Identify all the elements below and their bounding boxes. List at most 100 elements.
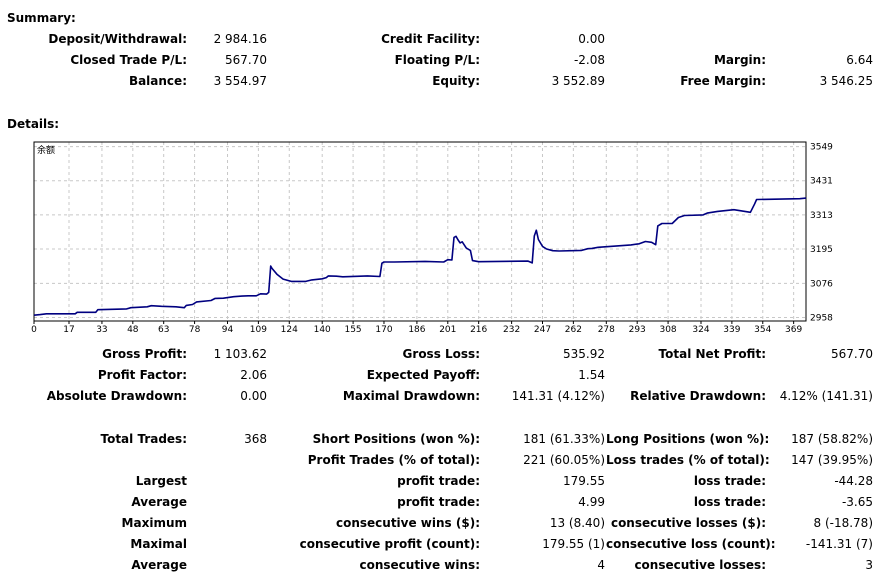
row-heading: Average (131, 495, 187, 509)
row-label-2: consecutive losses ($): (610, 516, 766, 530)
row-value-2: -141.31 (7) (805, 537, 873, 551)
row-value-1: 4.99 (578, 495, 605, 509)
row-value-2: 3 (865, 558, 873, 572)
expected-payoff-label: Expected Payoff: (366, 368, 480, 382)
row-value-1: 4 (597, 558, 605, 572)
total-trades-value: 368 (244, 432, 267, 446)
x-tick-label: 186 (408, 325, 425, 335)
net-profit-value: 567.70 (831, 347, 873, 361)
x-tick-label: 293 (629, 325, 646, 335)
margin-label: Margin: (713, 53, 766, 67)
x-tick-label: 308 (659, 325, 676, 335)
x-tick-label: 17 (63, 325, 74, 335)
long-positions-value: 187 (58.82%) (791, 432, 873, 446)
profit-trades-value: 221 (60.05%) (523, 453, 605, 467)
profit-trades-label: Profit Trades (% of total): (307, 453, 480, 467)
loss-trades-label: Loss trades (% of total): (606, 453, 770, 467)
row-label-2: consecutive losses: (634, 558, 766, 572)
absolute-drawdown-value: 0.00 (240, 389, 267, 403)
free-margin-value: 3 546.25 (819, 74, 873, 88)
plot-area (34, 142, 806, 321)
x-tick-label: 48 (127, 325, 139, 335)
x-tick-label: 232 (503, 325, 520, 335)
x-tick-label: 109 (250, 325, 267, 335)
row-label-1: consecutive wins ($): (335, 516, 480, 530)
x-tick-label: 262 (565, 325, 582, 335)
y-tick-label: 2958 (810, 314, 833, 324)
total-trades-label: Total Trades: (100, 432, 187, 446)
x-tick-label: 170 (375, 325, 392, 335)
margin-value: 6.64 (846, 53, 873, 67)
expected-payoff-value: 1.54 (578, 368, 605, 382)
y-tick-label: 3431 (810, 177, 833, 187)
x-tick-label: 78 (189, 325, 201, 335)
row-label-2: consecutive loss (count): (606, 537, 776, 551)
gross-loss-label: Gross Loss: (402, 347, 480, 361)
credit-value: 0.00 (578, 32, 605, 46)
net-profit-label: Total Net Profit: (658, 347, 766, 361)
y-tick-label: 3549 (810, 143, 833, 153)
credit-label: Credit Facility: (381, 32, 480, 46)
row-label-1: consecutive wins: (359, 558, 480, 572)
row-heading: Average (131, 558, 187, 572)
details-title: Details: (7, 117, 60, 131)
x-tick-label: 0 (31, 325, 37, 335)
deposit-label: Deposit/Withdrawal: (48, 32, 187, 46)
x-tick-label: 33 (96, 325, 107, 335)
row-label-2: loss trade: (693, 474, 766, 488)
x-tick-label: 124 (281, 325, 298, 335)
y-tick-label: 3195 (810, 245, 833, 255)
row-value-1: 179.55 (563, 474, 605, 488)
row-value-2: -44.28 (834, 474, 873, 488)
summary-title: Summary: (7, 11, 76, 25)
long-positions-label: Long Positions (won %): (606, 432, 770, 446)
y-tick-label: 3076 (810, 279, 833, 289)
row-label-1: profit trade: (397, 495, 480, 509)
balance-chart: 0 17 33 48 63 78 94 109 124 140 155 170 186 201 216 232… (31, 141, 833, 335)
gross-loss-value: 535.92 (563, 347, 605, 361)
x-tick-label: 63 (158, 325, 169, 335)
maximal-drawdown-label: Maximal Drawdown: (342, 389, 480, 403)
x-tick-label: 247 (534, 325, 551, 335)
free-margin-label: Free Margin: (680, 74, 766, 88)
x-tick-label: 278 (598, 325, 615, 335)
profit-factor-label: Profit Factor: (97, 368, 187, 382)
row-label-2: loss trade: (693, 495, 766, 509)
closed-pl-value: 567.70 (225, 53, 267, 67)
row-label-1: consecutive profit (count): (299, 537, 480, 551)
equity-label: Equity: (432, 74, 480, 88)
gross-profit-label: Gross Profit: (102, 347, 187, 361)
x-tick-label: 94 (222, 325, 234, 335)
deposit-value: 2 984.16 (213, 32, 267, 46)
row-value-1: 179.55 (1) (542, 537, 605, 551)
row-heading: Maximum (121, 516, 187, 530)
profit-factor-value: 2.06 (240, 368, 267, 382)
x-tick-label: 201 (439, 325, 456, 335)
closed-pl-label: Closed Trade P/L: (70, 53, 187, 67)
row-heading: Maximal (130, 537, 187, 551)
plot-frame (33, 141, 807, 322)
row-value-1: 13 (8.40) (549, 516, 605, 530)
series-label: 余额 (37, 144, 55, 156)
balance-label: Balance: (128, 74, 187, 88)
row-heading: Largest (135, 474, 187, 488)
row-value-2: -3.65 (841, 495, 873, 509)
short-positions-label: Short Positions (won %): (312, 432, 480, 446)
row-value-2: 8 (-18.78) (813, 516, 874, 530)
x-tick-label: 339 (723, 325, 740, 335)
x-tick-label: 155 (344, 325, 361, 335)
floating-pl-label: Floating P/L: (394, 53, 480, 67)
relative-drawdown-label: Relative Drawdown: (630, 389, 766, 403)
floating-pl-value: -2.08 (573, 53, 605, 67)
loss-trades-value: 147 (39.95%) (791, 453, 873, 467)
balance-series-line (33, 197, 807, 316)
x-tick-label: 324 (692, 325, 709, 335)
gross-profit-value: 1 103.62 (213, 347, 267, 361)
relative-drawdown-value: 4.12% (141.31) (779, 389, 873, 403)
x-tick-label: 216 (470, 325, 487, 335)
y-tick-label: 3313 (810, 211, 833, 221)
absolute-drawdown-label: Absolute Drawdown: (46, 389, 187, 403)
x-tick-label: 140 (314, 325, 331, 335)
short-positions-value: 181 (61.33%) (523, 432, 605, 446)
maximal-drawdown-value: 141.31 (4.12%) (511, 389, 605, 403)
